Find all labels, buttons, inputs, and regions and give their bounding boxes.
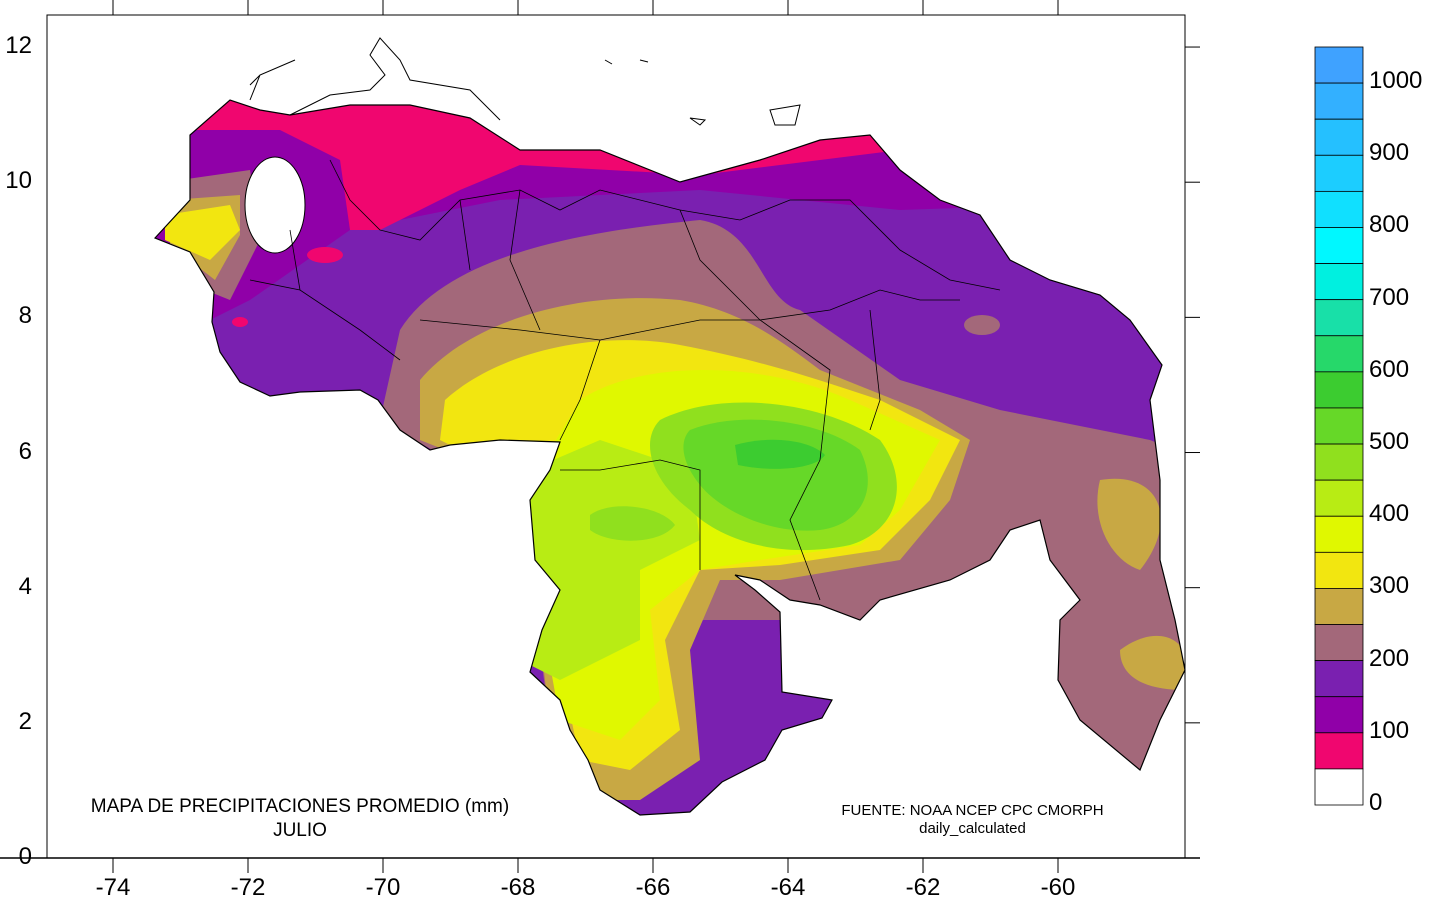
legend-swatch — [1314, 227, 1364, 264]
map-title: MAPA DE PRECIPITACIONES PROMEDIO (mm) — [90, 796, 510, 817]
legend-swatch — [1314, 154, 1364, 192]
islands-outline — [604, 59, 801, 126]
x-tick-label: -74 — [95, 874, 131, 901]
legend-swatch — [1314, 768, 1364, 806]
y-tick-label: 10 — [5, 167, 32, 195]
color-legend — [1314, 46, 1364, 806]
legend-label: 800 — [1369, 211, 1410, 239]
y-tick-label: 8 — [18, 302, 32, 330]
precipitation-contours — [155, 100, 1185, 815]
legend-swatch — [1314, 118, 1364, 156]
x-tick-label: -70 — [365, 874, 401, 901]
legend-swatch — [1314, 335, 1364, 373]
legend-swatch — [1314, 588, 1364, 625]
legend-swatch — [1314, 551, 1364, 589]
source-subtext: daily_calculated — [919, 820, 1026, 837]
legend-label: 300 — [1369, 572, 1410, 600]
legend-swatch — [1314, 660, 1364, 698]
x-tick-label: -72 — [230, 874, 266, 901]
axis-ticks — [112, 0, 1200, 873]
legend-swatch — [1314, 46, 1364, 84]
y-tick-label: 2 — [18, 707, 32, 735]
legend-label: 700 — [1369, 283, 1410, 311]
map-subtitle: JULIO — [273, 820, 327, 841]
x-tick-label: -64 — [770, 874, 806, 901]
legend-swatch — [1314, 479, 1364, 517]
legend-swatch — [1314, 732, 1364, 770]
legend-swatch — [1314, 371, 1364, 409]
legend-swatch — [1314, 515, 1364, 553]
legend-label: 100 — [1369, 716, 1410, 744]
y-tick-label: 4 — [18, 572, 32, 600]
x-tick-label: -62 — [905, 874, 941, 901]
x-tick-label: -60 — [1040, 874, 1076, 901]
y-tick-label: 12 — [5, 32, 32, 60]
x-tick-label: -68 — [500, 874, 536, 901]
legend-swatch — [1314, 263, 1364, 301]
legend-label: 200 — [1369, 644, 1410, 672]
legend-label: 500 — [1369, 428, 1410, 456]
legend-swatch — [1314, 696, 1364, 734]
source-text: FUENTE: NOAA NCEP CPC CMORPH — [841, 802, 1104, 819]
legend-label: 400 — [1369, 500, 1410, 528]
legend-swatch — [1314, 624, 1364, 662]
legend-label: 0 — [1369, 789, 1383, 816]
legend-swatch — [1314, 299, 1364, 337]
legend-swatch — [1314, 82, 1364, 120]
legend-swatch — [1314, 443, 1364, 481]
y-tick-label: 0 — [18, 843, 32, 870]
legend-label: 600 — [1369, 355, 1410, 383]
legend-swatch — [1314, 407, 1364, 445]
legend-label: 1000 — [1369, 67, 1423, 95]
lake-maracaibo — [244, 156, 306, 254]
peninsula-outline — [249, 37, 501, 121]
legend-label: 900 — [1369, 139, 1410, 167]
state-borders — [249, 159, 1001, 601]
x-tick-label: -66 — [635, 874, 671, 901]
legend-swatch — [1314, 190, 1364, 228]
y-tick-label: 6 — [18, 437, 32, 465]
